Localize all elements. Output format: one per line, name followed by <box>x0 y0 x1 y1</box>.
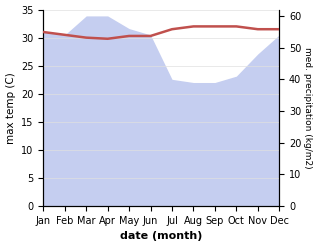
X-axis label: date (month): date (month) <box>120 231 203 242</box>
Y-axis label: med. precipitation (kg/m2): med. precipitation (kg/m2) <box>303 47 313 169</box>
Y-axis label: max temp (C): max temp (C) <box>5 72 16 144</box>
